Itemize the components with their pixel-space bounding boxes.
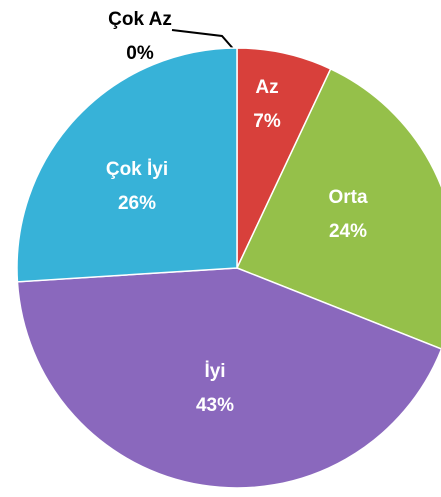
value-label: 0% bbox=[126, 43, 154, 64]
value-label: 26% bbox=[118, 193, 156, 214]
slice-label: İyi bbox=[204, 361, 225, 382]
pie-slice bbox=[16, 267, 441, 489]
pie-slice bbox=[235, 67, 441, 350]
leader-line bbox=[171, 29, 237, 53]
slice-label: Orta bbox=[328, 187, 368, 208]
value-label: 7% bbox=[253, 111, 281, 132]
pie-slice bbox=[16, 47, 238, 283]
value-label: 24% bbox=[329, 221, 367, 242]
slice-label: Çok Az bbox=[108, 9, 172, 30]
value-label: 43% bbox=[196, 395, 234, 416]
slice-label: Az bbox=[255, 77, 278, 98]
slice-label: Çok İyi bbox=[106, 159, 168, 180]
